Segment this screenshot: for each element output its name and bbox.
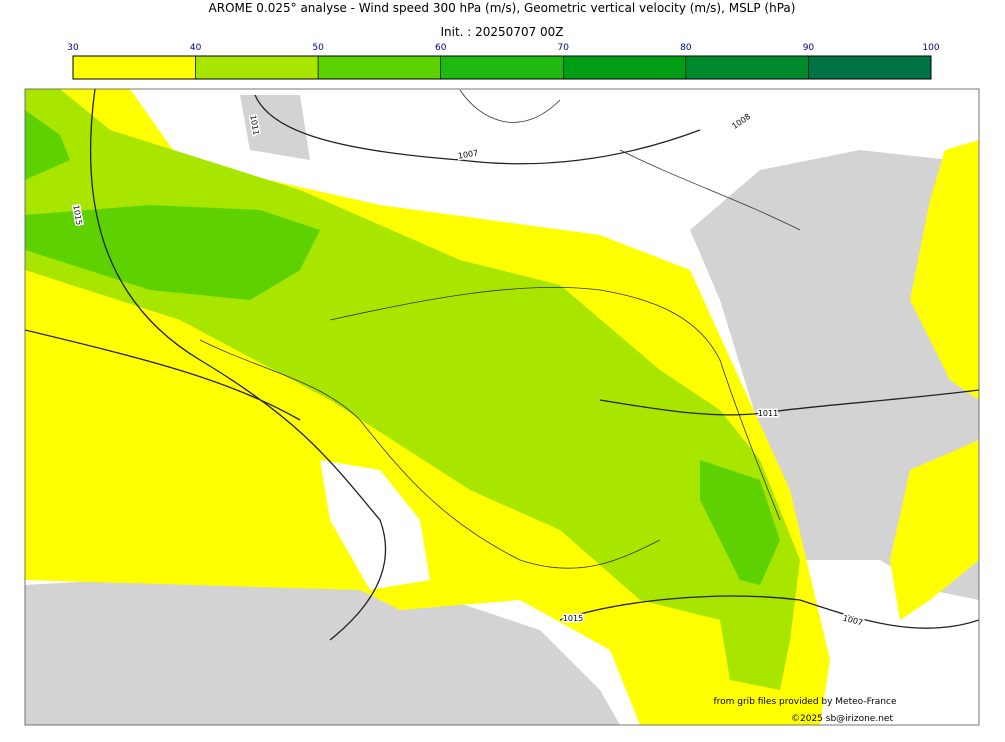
- colorbar-tick-label: 50: [312, 43, 324, 53]
- relief-area: [240, 95, 310, 160]
- credit: ©2025 sb@irizone.net: [791, 714, 893, 724]
- map-area: [25, 89, 979, 725]
- colorbar-tick-label: 80: [680, 43, 692, 53]
- isobar: [559, 595, 979, 629]
- borders: [199, 89, 801, 569]
- relief-area: [25, 575, 620, 725]
- colorbar-segment: [440, 55, 564, 80]
- wind-50-60: [25, 110, 70, 180]
- isobar: [599, 389, 979, 416]
- colorbar-frame: [72, 55, 932, 80]
- colorbar-segment: [808, 55, 932, 80]
- colorbar-tick-label: 60: [435, 43, 447, 53]
- subtitle: Init. : 20250707 00Z: [440, 25, 563, 39]
- colorbar-segment: [562, 55, 687, 80]
- wind-50-60: [700, 460, 780, 585]
- border: [459, 89, 801, 231]
- wind-30-40: [890, 440, 979, 620]
- colorbar-tick-label: 100: [922, 43, 939, 53]
- border: [199, 339, 661, 569]
- wind-below-30: [320, 460, 430, 590]
- wind-30-40: [910, 140, 979, 400]
- colorbar-tick-label: 40: [190, 43, 202, 53]
- colorbar-tick-label: 90: [803, 43, 815, 53]
- title: AROME 0.025° analyse - Wind speed 300 hP…: [209, 1, 796, 15]
- colorbar-segment: [72, 55, 196, 80]
- wind-50-60: [25, 205, 320, 300]
- colorbar-segment: [317, 55, 442, 80]
- colorbar-segment: [195, 55, 319, 80]
- colorbar: 30 40 50 60 70 80 90 100: [67, 43, 940, 80]
- border: [329, 286, 781, 521]
- colorbar-segment: [685, 55, 809, 80]
- isobar: [25, 329, 301, 421]
- colorbar-tick-label: 30: [67, 43, 79, 53]
- colorbar-tick-label: 70: [558, 43, 570, 53]
- contour-label: 1015: [563, 614, 583, 623]
- credit: from grib files provided by Meteo-France: [713, 697, 896, 707]
- contour-label: 1011: [758, 409, 778, 418]
- map-frame: [24, 88, 980, 726]
- isobar: [89, 89, 387, 641]
